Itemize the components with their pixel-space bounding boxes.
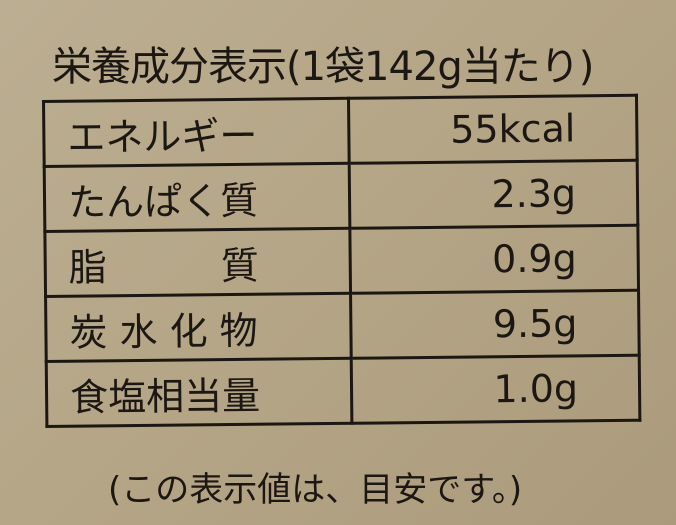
row-label: 炭 水 化 物 <box>45 293 352 362</box>
row-value: 1.0g <box>351 355 640 424</box>
row-value: 2.3g <box>349 160 638 229</box>
row-label: たんぱく質 <box>44 163 350 232</box>
row-value: 55kcal <box>348 95 638 164</box>
footer-note: (この表示値は、目安です。) <box>108 470 523 510</box>
table-row: 脂 質 0.9g <box>44 225 639 297</box>
nutrition-title: 栄養成分表示(1袋142g当たり) <box>52 44 594 90</box>
row-label: 脂 質 <box>44 228 351 297</box>
row-value: 9.5g <box>350 290 640 359</box>
row-value: 0.9g <box>349 225 639 294</box>
table-row: エネルギー 55kcal <box>43 95 638 167</box>
table-row: 食塩相当量 1.0g <box>46 355 640 427</box>
row-label: 食塩相当量 <box>46 358 352 427</box>
row-label: エネルギー <box>43 98 350 167</box>
nutrition-table: エネルギー 55kcal たんぱく質 2.3g 脂 質 0.9g 炭 水 化 物 9.5… <box>42 94 641 428</box>
table-row: たんぱく質 2.3g <box>44 160 638 232</box>
table-row: 炭 水 化 物 9.5g <box>45 290 640 362</box>
